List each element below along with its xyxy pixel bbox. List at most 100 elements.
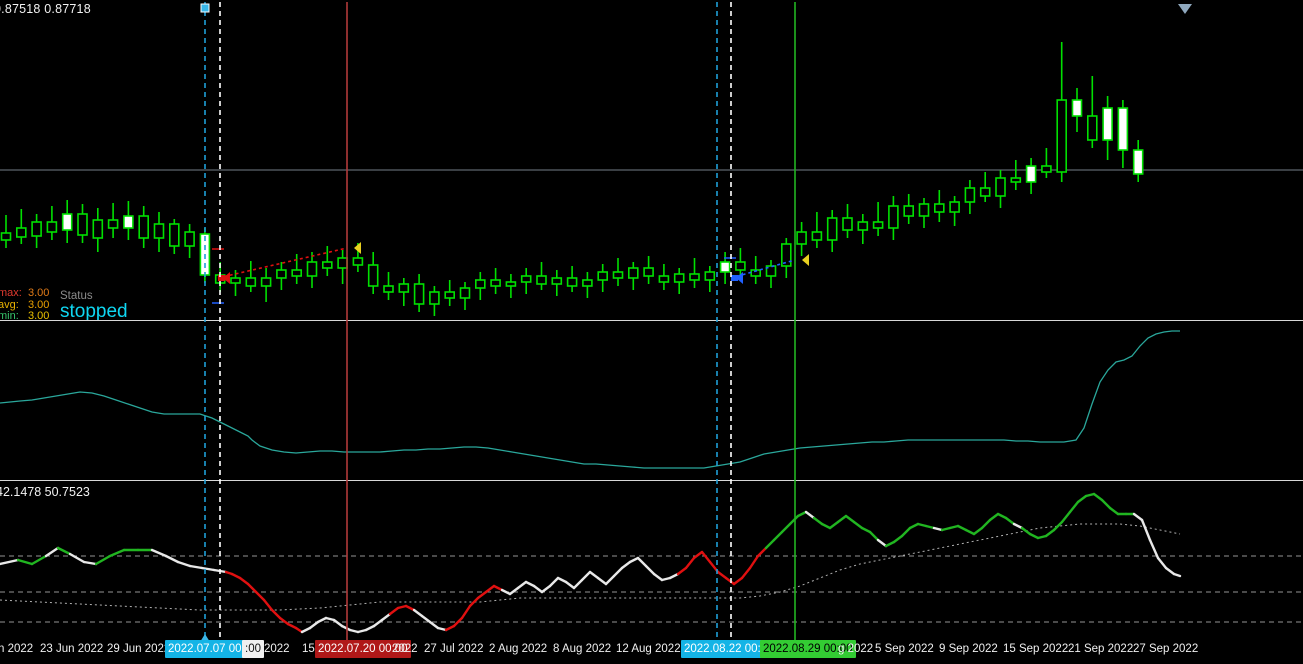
candle-body (1056, 99, 1067, 173)
candle-body (123, 215, 134, 229)
oscillator-segment (324, 616, 336, 622)
candle-body (597, 271, 609, 281)
candle-body (199, 233, 211, 276)
buy-entry-marker-tail (731, 275, 738, 281)
time-axis[interactable]: n 2022 23 Jun 2022 29 Jun 2022 2022.07.07 0… (0, 640, 1303, 664)
oscillator-segment (604, 574, 616, 586)
oscillator-segment (876, 538, 888, 548)
oscillator-segment (1044, 528, 1056, 538)
oscillator-segment (308, 620, 320, 630)
oscillator-segment (428, 620, 440, 630)
candle-body (796, 231, 807, 245)
candlestick-series (0, 42, 1144, 316)
buy-exit-marker[interactable] (802, 254, 809, 266)
candle-body (551, 277, 563, 285)
oscillator-segment (796, 510, 808, 518)
oscillator-segment (908, 522, 920, 530)
oscillator-segment (964, 528, 976, 536)
oscillator-segment (436, 626, 448, 632)
oscillator-segment (860, 526, 872, 534)
buy-entry-marker[interactable] (736, 272, 743, 284)
oscillator-segment (372, 618, 384, 628)
oscillator-segment (684, 556, 696, 570)
candle-body (995, 177, 1006, 197)
time-axis-tick: 29 Jun 2022 (107, 643, 171, 655)
candle-body (780, 243, 792, 267)
time-axis-tick[interactable]: 2022.08.22 00:00 (681, 640, 777, 658)
time-axis-tick: 12 Aug 2022 (616, 643, 681, 655)
oscillator-segment (82, 560, 98, 566)
time-axis-tick[interactable]: 2022.08.29 00:00 (760, 640, 856, 658)
candle-body (1087, 115, 1098, 141)
candle-body (337, 257, 348, 269)
oscillator-segment (44, 546, 60, 558)
oscillator-segment (948, 524, 960, 530)
oscillator-segment (230, 572, 242, 580)
oscillator-segment (996, 512, 1008, 520)
time-axis-tick[interactable]: 2022.07.20 00:00 (315, 640, 411, 658)
candle-body (276, 269, 287, 279)
status-label: Status (60, 290, 93, 302)
candle-body (245, 277, 257, 287)
oscillator-segment (420, 614, 432, 624)
middle-indicator-canvas[interactable] (0, 322, 1303, 480)
oscillator-segment (564, 580, 576, 590)
oscillator-segment (692, 550, 704, 560)
sell-entry-marker[interactable] (223, 272, 230, 284)
oscillator-segment (262, 598, 274, 612)
candle-body (1025, 165, 1037, 183)
candle-body (612, 271, 624, 279)
oscillator-segment (1108, 506, 1120, 516)
oscillator-segment (756, 546, 768, 558)
sell-trade-line[interactable] (217, 247, 348, 279)
price-chart-canvas[interactable] (0, 0, 1303, 320)
middle-indicator-pane[interactable] (0, 322, 1303, 480)
oscillator-segment (444, 624, 456, 632)
oscillator-segment (572, 578, 584, 590)
oscillator-segment (294, 626, 304, 634)
candle-body (888, 205, 899, 229)
candle-body (872, 221, 884, 229)
oscillator-segment (900, 526, 912, 538)
oscillator-segment (780, 522, 792, 534)
oscillator-segment (676, 566, 688, 576)
oscillator-segment (340, 624, 352, 632)
oscillator-segment (932, 526, 944, 532)
candle-body (15, 227, 27, 238)
oscillator-segment (1068, 500, 1080, 514)
oscillator-segment (668, 572, 680, 580)
oscillator-segment (548, 576, 560, 588)
oscillator-segment (460, 604, 472, 620)
oscillator-segment (620, 560, 632, 570)
oscillator-segment (396, 604, 408, 610)
oscillator-segment (788, 514, 800, 526)
buy-trade-line[interactable] (730, 259, 796, 279)
candle-body (949, 201, 960, 213)
oscillator-segment (452, 616, 464, 628)
candle-body (429, 291, 440, 305)
oscillator-segment (596, 576, 608, 586)
time-axis-tick: 2022 (264, 643, 290, 655)
oscillator-segment (94, 554, 112, 566)
oscillator-segment (254, 590, 266, 602)
oscillator-segment (188, 564, 204, 570)
oscillator-segment (278, 616, 290, 626)
oscillator-segment (468, 596, 480, 608)
oscillator-segment (108, 548, 126, 558)
oscillator-segment (476, 590, 488, 600)
candle-body (933, 203, 945, 213)
oscillator-signal-line (0, 523, 1181, 611)
oscillator-segment (980, 518, 992, 530)
oscillator-canvas[interactable] (0, 482, 1303, 640)
sell-exit-marker[interactable] (354, 242, 361, 254)
oscillator-segment (892, 534, 904, 544)
candle-body (184, 231, 195, 247)
oscillator-segment (772, 530, 784, 542)
price-pane[interactable]: 0.87518 0.87718 max: 3.00 avg: 3.00 min: 3.… (0, 0, 1303, 320)
time-axis-tick: g 2022 (838, 643, 874, 655)
oscillator-segment (652, 572, 664, 582)
time-axis-tick[interactable]: :00 (242, 640, 264, 658)
oscillator-segment (1172, 572, 1182, 578)
time-axis-tick[interactable]: 2022.07.07 00:00 (165, 640, 261, 658)
oscillator-pane[interactable]: 42.1478 50.7523 (0, 482, 1303, 640)
